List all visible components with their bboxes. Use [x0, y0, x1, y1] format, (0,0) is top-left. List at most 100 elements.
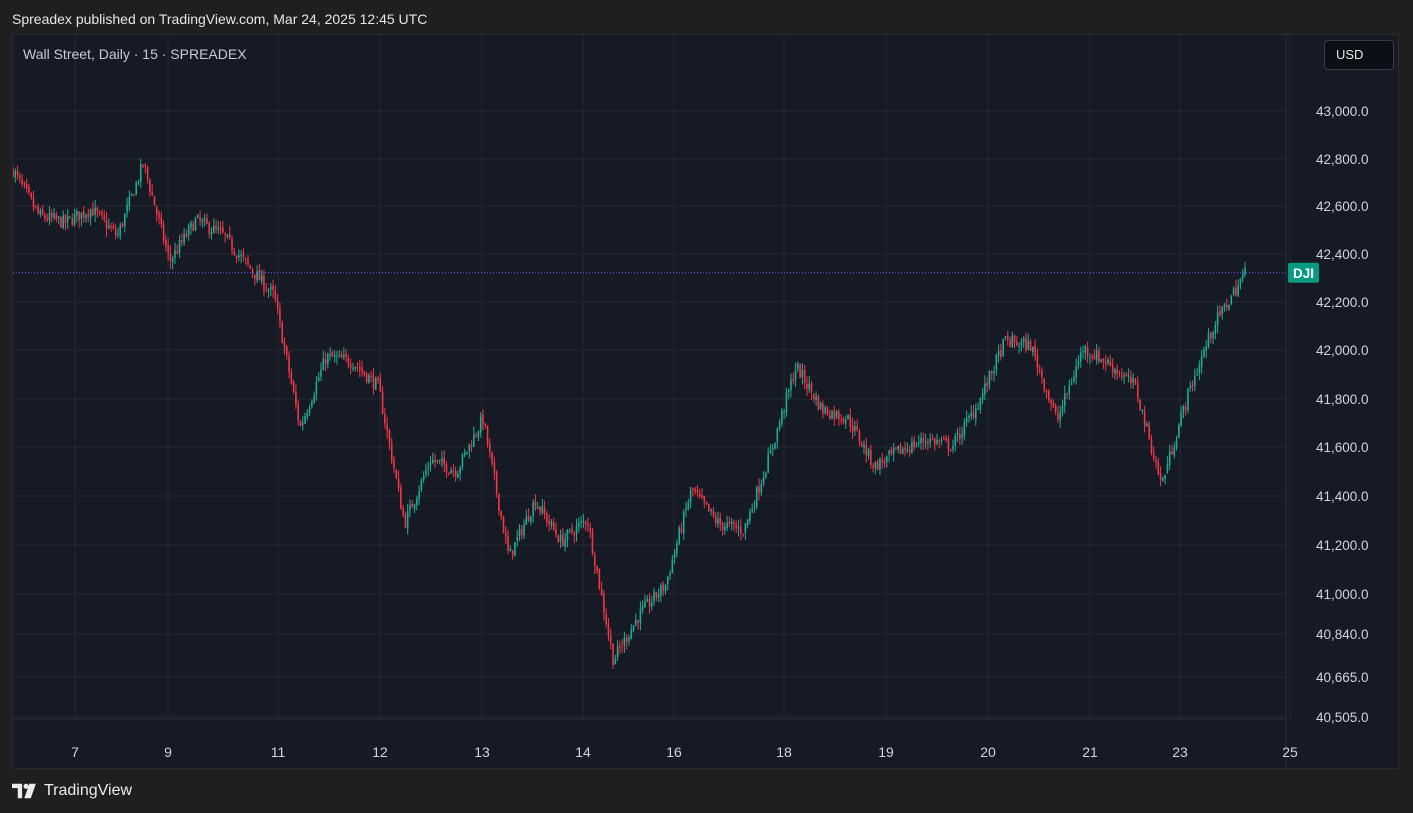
candle-body: [660, 584, 662, 596]
candle-body: [541, 506, 544, 513]
published-caption: Spreadex published on TradingView.com, M…: [12, 11, 428, 27]
candle-body: [57, 216, 60, 218]
candle-body: [459, 467, 461, 474]
dji-badge[interactable]: [1288, 262, 1319, 283]
candle-body: [258, 269, 261, 281]
candle-body: [1079, 352, 1082, 362]
candle-body: [427, 467, 430, 469]
candle-body: [676, 543, 678, 554]
candle-body: [112, 226, 115, 229]
candle-body: [792, 378, 795, 382]
candle-body: [89, 209, 92, 219]
candle-body: [393, 459, 395, 469]
candle-body: [571, 528, 573, 533]
candle-body: [500, 511, 503, 517]
candle-body: [418, 491, 420, 500]
candle-body: [1162, 477, 1164, 481]
candle-body: [48, 212, 51, 221]
chart-panel[interactable]: DJI 43,000.0 42,800.0 42,600.0 42,400.0 42,2…: [12, 34, 1399, 769]
candle-body: [867, 449, 870, 456]
candle-body: [276, 300, 279, 309]
candle-body: [270, 286, 272, 290]
candle-body: [730, 521, 733, 524]
candle-body: [315, 382, 318, 395]
candle-body: [952, 446, 954, 450]
candle-body: [1121, 375, 1123, 378]
x-tick-label: 18: [776, 744, 792, 760]
candle-body: [201, 220, 204, 223]
candle-body: [1002, 338, 1004, 356]
candle-body: [251, 269, 254, 274]
candle-body: [123, 213, 126, 227]
y-tick-label: 41,600.0: [1316, 440, 1369, 455]
candle-body: [1068, 385, 1071, 394]
candle-body: [1134, 379, 1137, 383]
candle-body: [1200, 356, 1203, 367]
candle-body: [566, 529, 569, 541]
candle-body: [108, 225, 110, 228]
candle-body: [819, 402, 822, 410]
candle-body: [694, 489, 696, 492]
candles: [13, 158, 1246, 670]
candle-body: [228, 233, 231, 238]
y-tick-label: 43,000.0: [1316, 104, 1369, 119]
candle-body: [137, 181, 140, 183]
candle-body: [582, 520, 585, 523]
candle-body: [860, 443, 863, 447]
candle-body: [897, 445, 900, 450]
candle-body: [525, 516, 528, 525]
candle-body: [927, 441, 929, 444]
x-tick-label: 13: [474, 744, 490, 760]
price-axis[interactable]: 43,000.0 42,800.0 42,600.0 42,400.0 42,200.0…: [1285, 35, 1369, 768]
candle-body: [1066, 392, 1068, 394]
candle-body: [1232, 288, 1235, 295]
candle-body: [142, 164, 144, 167]
time-axis[interactable]: 7 9 11 12 13 14 16 18 19 20 21 23 25: [13, 718, 1298, 760]
candle-body: [990, 370, 993, 374]
candle-body: [484, 423, 487, 426]
candle-body: [1171, 451, 1173, 455]
footer-brand[interactable]: TradingView: [12, 782, 132, 800]
candle-body: [87, 214, 90, 217]
candle-body: [498, 493, 500, 512]
candle-body: [1022, 339, 1025, 342]
candle-body: [511, 550, 514, 556]
candle-body: [1043, 378, 1046, 391]
candle-body: [493, 462, 496, 474]
candle-body: [1189, 386, 1192, 389]
chart-canvas[interactable]: DJI 43,000.0 42,800.0 42,600.0 42,400.0 42,2…: [13, 35, 1398, 768]
candle-body: [436, 459, 439, 462]
candle-body: [457, 473, 459, 478]
candle-body: [644, 601, 646, 607]
candle-body: [972, 412, 975, 418]
candle-body: [149, 180, 151, 192]
candle-body: [949, 449, 952, 451]
candle-body: [509, 548, 512, 552]
candle-body: [194, 218, 197, 230]
candle-body: [774, 442, 776, 449]
candle-body: [680, 528, 683, 532]
candle-body: [826, 406, 829, 415]
candle-body: [329, 353, 331, 356]
candle-body: [771, 447, 774, 450]
candle-body: [502, 516, 505, 534]
candle-body: [787, 389, 790, 393]
candle-body: [539, 506, 541, 512]
candle-body: [1018, 345, 1020, 347]
candle-body: [1111, 364, 1114, 373]
candle-body: [1203, 349, 1205, 356]
currency-button[interactable]: USD: [1324, 40, 1394, 70]
candle-body: [717, 519, 719, 525]
candle-body: [605, 614, 607, 625]
candle-body: [959, 434, 961, 440]
candle-body: [397, 478, 400, 488]
candle-body: [320, 369, 322, 377]
candle-body: [753, 506, 756, 508]
candle-body: [817, 395, 820, 410]
candle-body: [425, 470, 427, 475]
y-tick-label: 42,600.0: [1316, 199, 1369, 214]
candle-body: [388, 429, 391, 443]
candle-body: [361, 368, 363, 372]
candle-body: [1187, 388, 1189, 411]
y-tick-label: 42,200.0: [1316, 295, 1369, 310]
